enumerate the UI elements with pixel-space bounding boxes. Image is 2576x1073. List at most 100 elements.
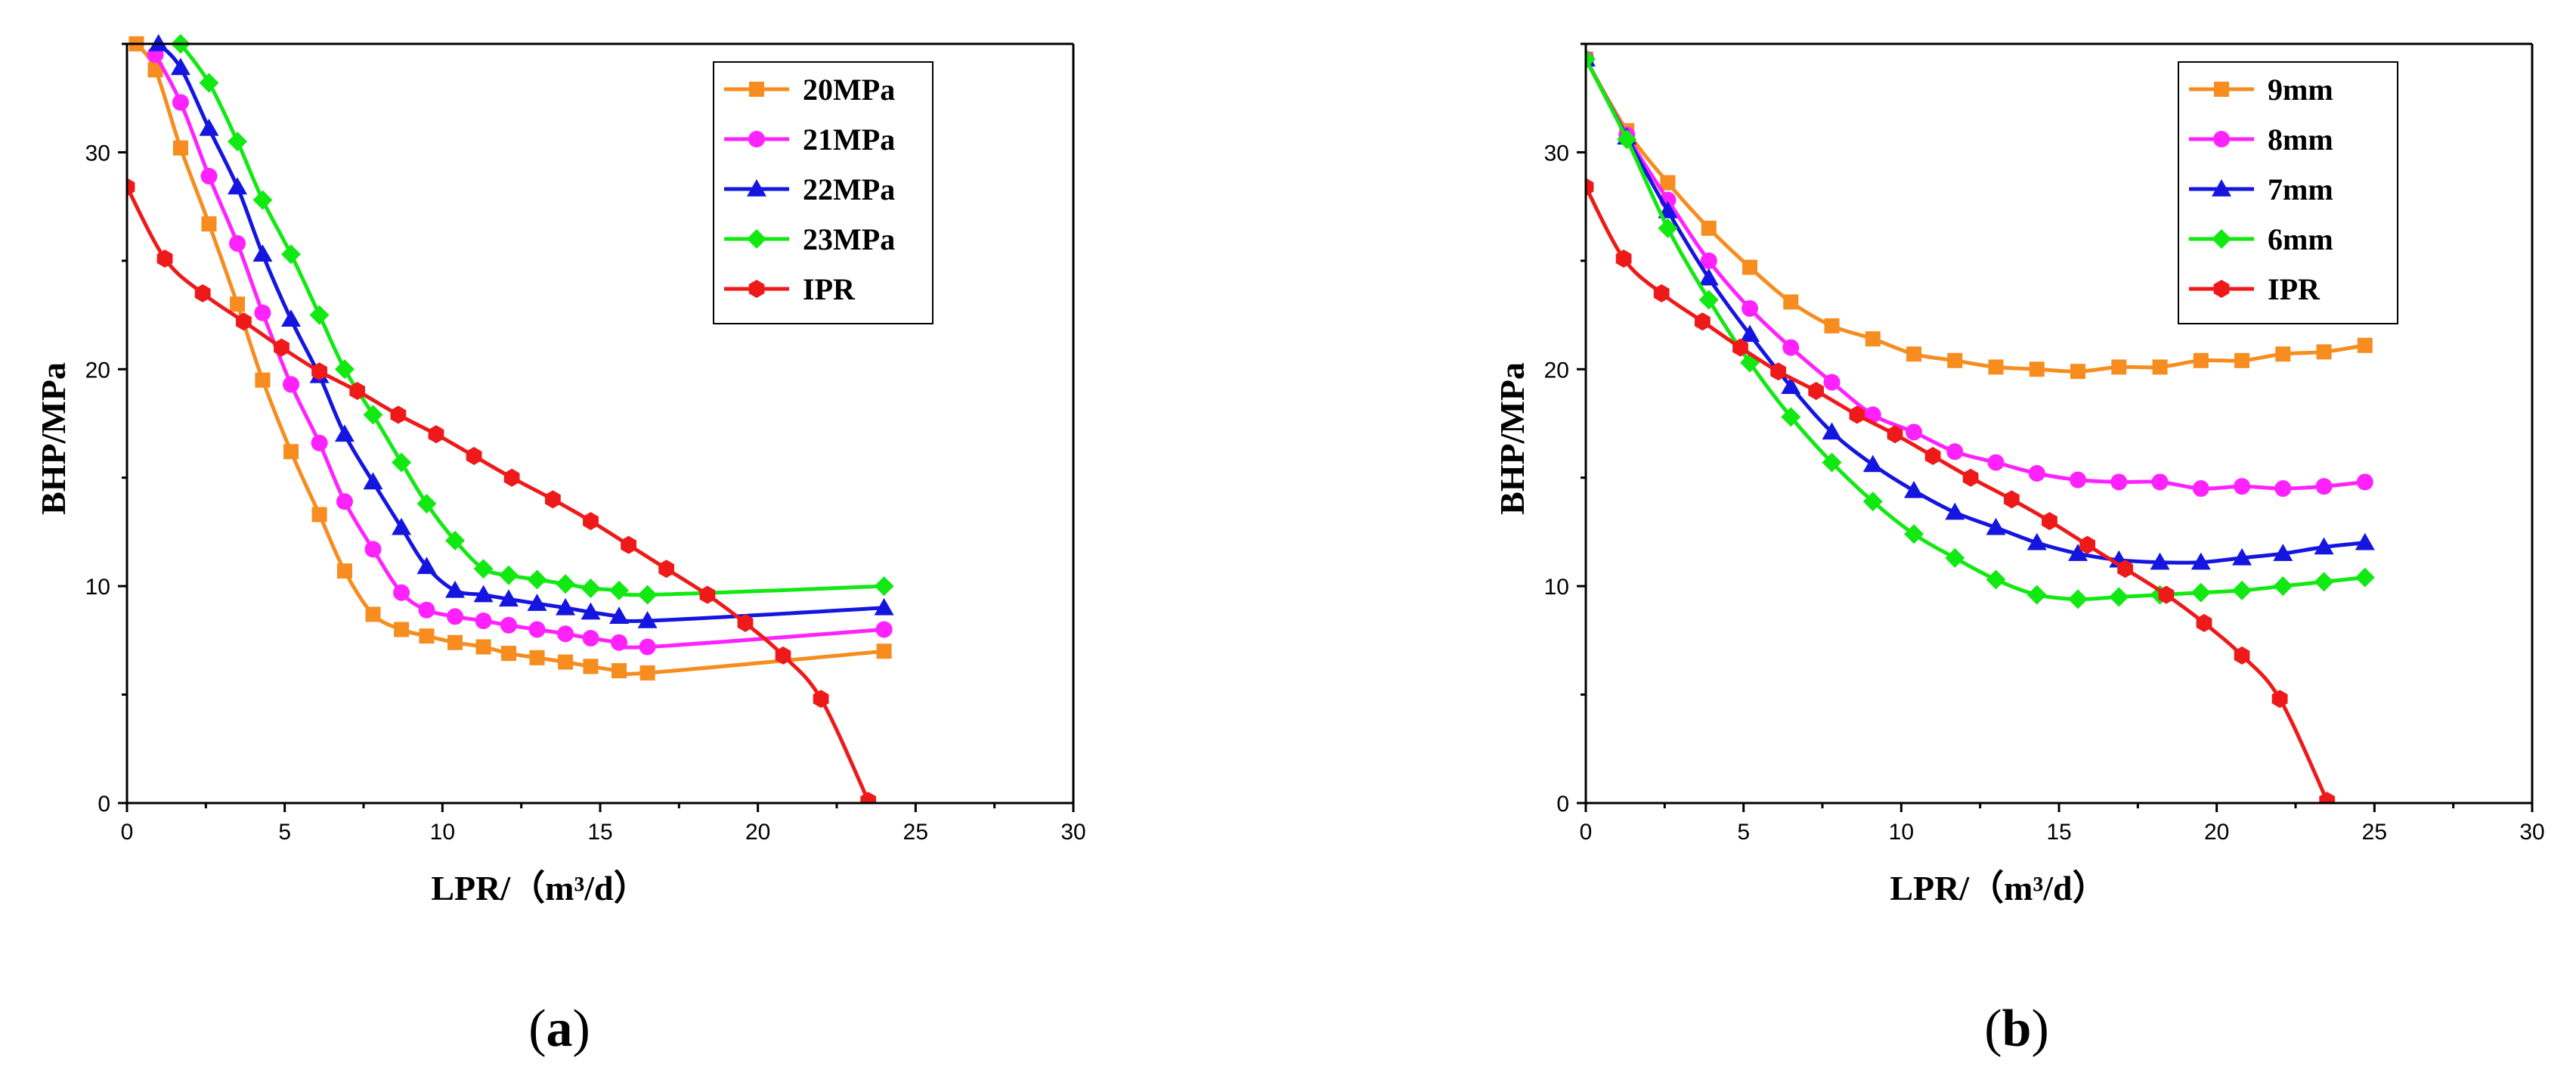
marker-IPR-10	[503, 468, 520, 487]
marker-21MPa-15	[557, 625, 574, 643]
caption-b-letter: b	[2002, 1000, 2032, 1058]
series-group	[127, 34, 894, 803]
x-tick-label-5: 5	[278, 820, 291, 845]
marker-8mm-11	[2028, 464, 2045, 482]
marker-IPR-17	[2234, 646, 2250, 665]
marker-8mm-10	[1987, 454, 2005, 471]
marker-6mm-12	[2068, 589, 2088, 609]
marker-20MPa-1	[147, 62, 163, 78]
marker-23MPa-12	[498, 565, 519, 585]
marker-6mm-17	[2273, 576, 2293, 597]
marker-7mm-18	[2314, 537, 2334, 555]
marker-20MPa-12	[447, 634, 463, 650]
marker-IPR-1	[1615, 250, 1632, 268]
marker-IPR-7	[390, 405, 407, 424]
marker-21MPa-4	[254, 304, 271, 321]
marker-23MPa-9	[416, 494, 437, 514]
x-tick-label-30: 30	[1060, 820, 1085, 845]
marker-IPR-15	[699, 585, 716, 604]
marker-20MPa-13	[475, 639, 491, 655]
marker-23MPa-10	[445, 530, 466, 550]
marker-8mm-14	[2151, 473, 2169, 491]
marker-6mm-18	[2314, 572, 2334, 592]
marker-20MPa-4	[230, 296, 246, 312]
legend-marker-8mm	[2213, 131, 2230, 147]
legend: 9mm 8mm 7mm 6mm IPR	[2178, 61, 2398, 324]
marker-22MPa-11	[445, 580, 466, 598]
marker-IPR-8	[428, 425, 444, 444]
marker-23MPa-14	[556, 574, 576, 594]
marker-7mm-8	[1904, 480, 1924, 498]
marker-22MPa-16	[581, 602, 601, 620]
x-tick-label-0: 0	[121, 820, 134, 845]
marker-21MPa-18	[639, 638, 656, 656]
marker-7mm-11	[2026, 532, 2047, 550]
marker-IPR-0	[127, 178, 135, 197]
marker-21MPa-5	[283, 376, 300, 393]
marker-IPR-13	[621, 535, 636, 554]
marker-IPR-12	[583, 512, 599, 531]
marker-22MPa-3	[228, 177, 248, 195]
marker-22MPa-8	[363, 472, 383, 490]
marker-6mm-6	[1822, 452, 1842, 473]
marker-IPR-1	[156, 250, 173, 268]
marker-IPR-0	[1586, 178, 1594, 197]
marker-21MPa-1	[172, 94, 189, 111]
legend-marker-21MPa	[748, 131, 765, 147]
caption-a-letter: a	[546, 1000, 573, 1058]
marker-IPR-14	[658, 560, 674, 578]
marker-23MPa-2	[228, 132, 248, 152]
x-tick-label-20: 20	[745, 820, 770, 845]
marker-6mm-19	[2355, 567, 2375, 588]
marker-22MPa-9	[392, 517, 412, 535]
marker-9mm-10	[1988, 359, 2004, 375]
marker-IPR-16	[737, 613, 754, 632]
marker-22MPa-18	[637, 611, 658, 628]
x-tick-label-10: 10	[1889, 820, 1914, 845]
marker-IPR-4	[274, 338, 289, 357]
x-tick-label-30: 30	[2519, 820, 2544, 845]
marker-23MPa-3	[252, 190, 273, 210]
marker-IPR-18	[2271, 690, 2288, 709]
y-tick-label-0: 0	[98, 792, 110, 817]
marker-23MPa-15	[581, 578, 601, 599]
marker-23MPa-4	[281, 244, 302, 265]
marker-23MPa-16	[609, 580, 630, 600]
legend-label-9mm: 9mm	[2268, 73, 2333, 107]
marker-21MPa-17	[611, 634, 628, 651]
marker-22MPa-14	[527, 594, 547, 611]
marker-7mm-6	[1822, 422, 1842, 440]
marker-23MPa-18	[874, 576, 894, 597]
marker-7mm-14	[2150, 552, 2170, 570]
marker-8mm-19	[2356, 473, 2373, 491]
marker-9mm-11	[2029, 361, 2045, 377]
marker-21MPa-11	[447, 608, 464, 625]
marker-22MPa-12	[473, 585, 494, 603]
marker-IPR-19	[2319, 792, 2336, 803]
legend-marker-23MPa	[747, 229, 766, 249]
legend-label-IPR: IPR	[803, 272, 856, 306]
marker-IPR-9	[466, 447, 482, 465]
marker-IPR-13	[2079, 535, 2095, 554]
marker-7mm-7	[1862, 454, 1883, 473]
marker-20MPa-20	[876, 643, 892, 659]
marker-6mm-0	[1586, 49, 1596, 70]
caption-b: (b)	[1984, 1000, 2049, 1058]
marker-22MPa-1	[170, 57, 190, 76]
marker-6mm-10	[1986, 569, 2006, 590]
marker-23MPa-11	[473, 559, 494, 579]
y-tick-label-0: 0	[1556, 792, 1569, 817]
marker-23MPa-17	[637, 585, 658, 605]
marker-20MPa-14	[500, 646, 516, 662]
marker-9mm-9	[1947, 352, 1963, 368]
x-axis-title: LPR/（m³/d）	[431, 869, 648, 907]
legend-marker-IPR	[748, 280, 765, 298]
marker-7mm-5	[1781, 377, 1801, 394]
marker-20MPa-2	[172, 140, 188, 156]
legend-label-IPR: IPR	[2268, 272, 2321, 306]
y-tick-label-30: 30	[1544, 141, 1569, 166]
marker-IPR-14	[2117, 560, 2133, 578]
marker-21MPa-2	[200, 167, 218, 185]
legend-marker-20MPa	[749, 82, 764, 97]
marker-9mm-2	[1660, 175, 1676, 191]
